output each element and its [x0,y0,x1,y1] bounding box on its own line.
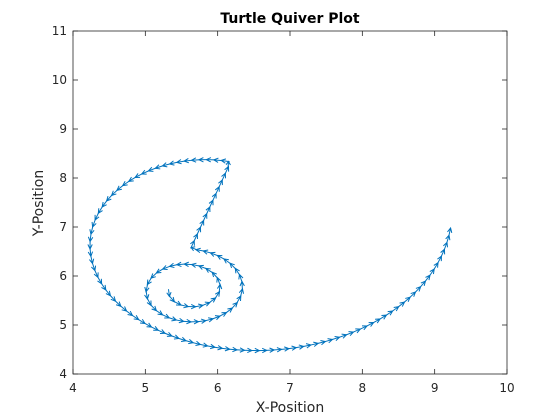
y-axis: 4 5 6 7 8 9 10 11 [52,24,507,381]
y-tick-label: 4 [59,367,67,381]
x-tick-label: 6 [214,381,222,395]
chart-title: Turtle Quiver Plot [220,11,359,27]
y-tick-label: 5 [59,318,67,332]
y-tick-label: 6 [59,269,67,283]
quiver-arrow [166,289,172,298]
x-tick-label: 5 [142,381,150,395]
x-axis: 4 5 6 7 8 9 10 [69,31,515,395]
y-tick-label: 7 [59,220,67,234]
y-tick-label: 11 [52,24,67,38]
y-tick-label: 8 [59,171,67,185]
x-tick-label: 9 [431,381,439,395]
quiver-arrows [87,157,453,354]
x-tick-label: 4 [69,381,77,395]
x-tick-label: 7 [286,381,294,395]
y-tick-label: 10 [52,73,67,87]
y-tick-label: 9 [59,122,67,136]
x-tick-label: 8 [359,381,367,395]
x-tick-label: 10 [499,381,514,395]
x-axis-label: X-Position [256,400,324,416]
y-axis-label: Y-Position [31,170,47,237]
